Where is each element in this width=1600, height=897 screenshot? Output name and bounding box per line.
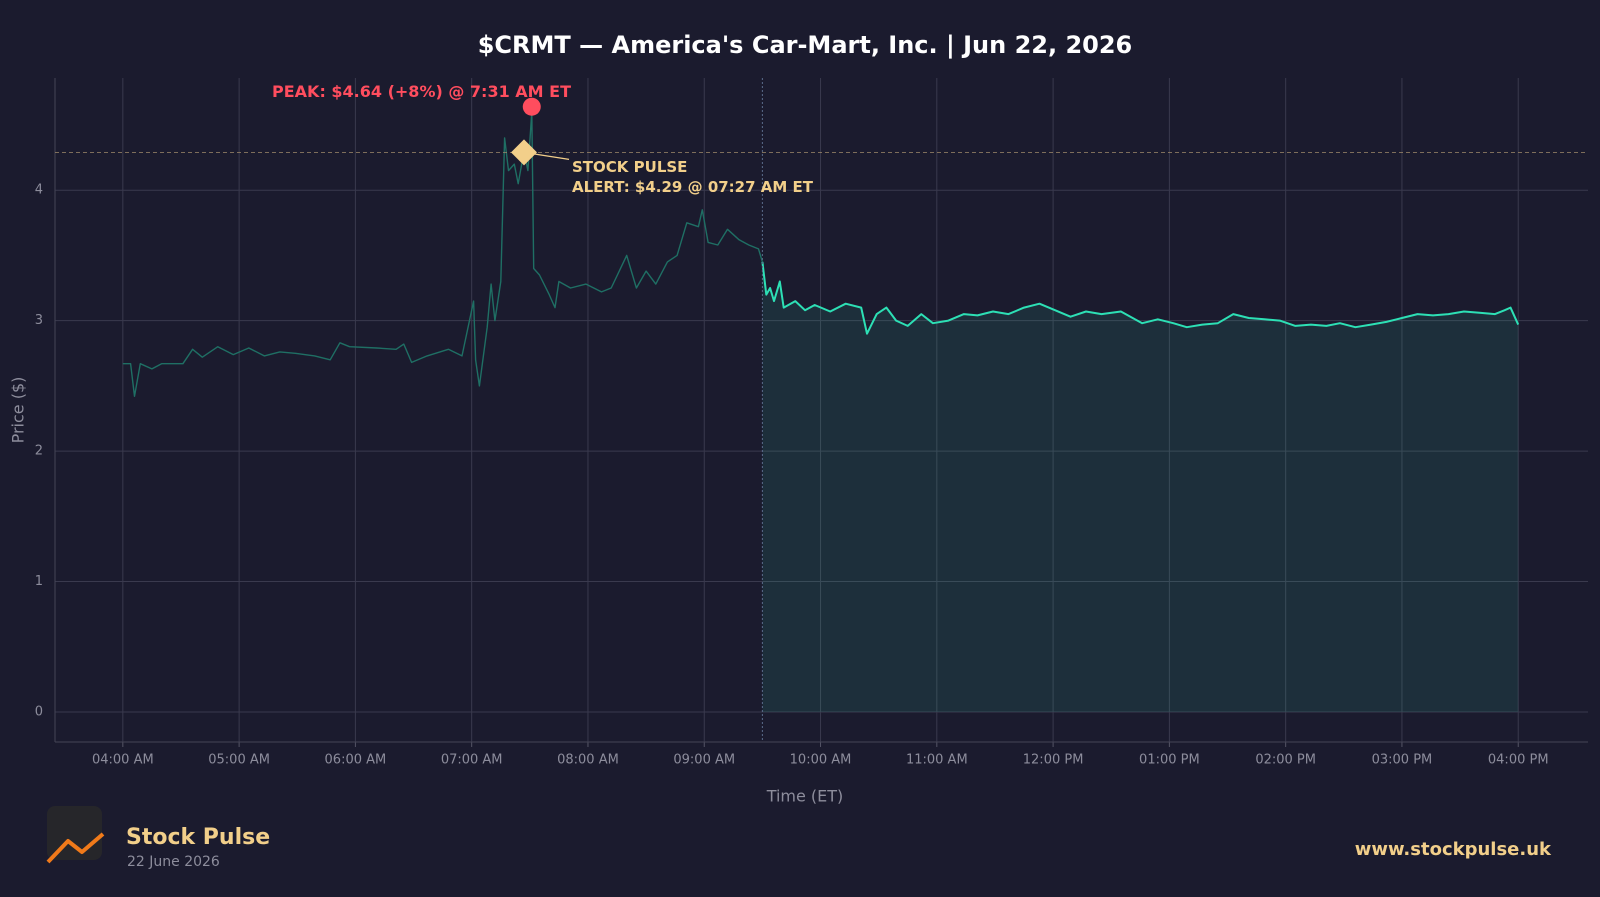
y-tick-label: 1 bbox=[35, 574, 43, 589]
y-tick-label: 3 bbox=[35, 313, 43, 328]
brand-date: 22 June 2026 bbox=[127, 854, 220, 870]
chart-title: $CRMT — America's Car-Mart, Inc. | Jun 2… bbox=[478, 31, 1133, 59]
x-tick-label: 02:00 PM bbox=[1255, 753, 1316, 768]
x-tick-label: 10:00 AM bbox=[790, 753, 852, 768]
x-tick-label: 07:00 AM bbox=[441, 753, 503, 768]
peak-label: PEAK: $4.64 (+8%) @ 7:31 AM ET bbox=[272, 82, 571, 101]
brand-name: Stock Pulse bbox=[126, 825, 270, 850]
alert-label: STOCK PULSE bbox=[572, 158, 687, 176]
y-tick-label: 0 bbox=[35, 704, 43, 719]
x-tick-label: 12:00 PM bbox=[1023, 753, 1084, 768]
x-tick-label: 04:00 AM bbox=[92, 753, 154, 768]
x-tick-label: 11:00 AM bbox=[906, 753, 968, 768]
website-url: www.stockpulse.uk bbox=[1355, 839, 1552, 860]
price-line bbox=[761, 261, 1520, 335]
x-tick-label: 08:00 AM bbox=[557, 753, 619, 768]
x-tick-label: 01:00 PM bbox=[1139, 753, 1200, 768]
price-line bbox=[122, 111, 764, 397]
y-tick-label: 4 bbox=[35, 183, 43, 198]
area bbox=[762, 261, 1519, 712]
alert-label: ALERT: $4.29 @ 07:27 AM ET bbox=[572, 178, 814, 196]
y-axis-label: Price ($) bbox=[9, 377, 28, 444]
x-tick-label: 09:00 AM bbox=[673, 753, 735, 768]
logo bbox=[46, 806, 105, 864]
x-tick-label: 03:00 PM bbox=[1372, 753, 1433, 768]
x-tick-label: 04:00 PM bbox=[1488, 753, 1549, 768]
alert-marker bbox=[511, 139, 538, 166]
x-tick-label: 06:00 AM bbox=[325, 753, 387, 768]
peak-marker bbox=[522, 97, 541, 116]
x-tick-label: 05:00 AM bbox=[208, 753, 270, 768]
x-axis-label: Time (ET) bbox=[766, 787, 844, 806]
y-tick-label: 2 bbox=[35, 444, 43, 459]
